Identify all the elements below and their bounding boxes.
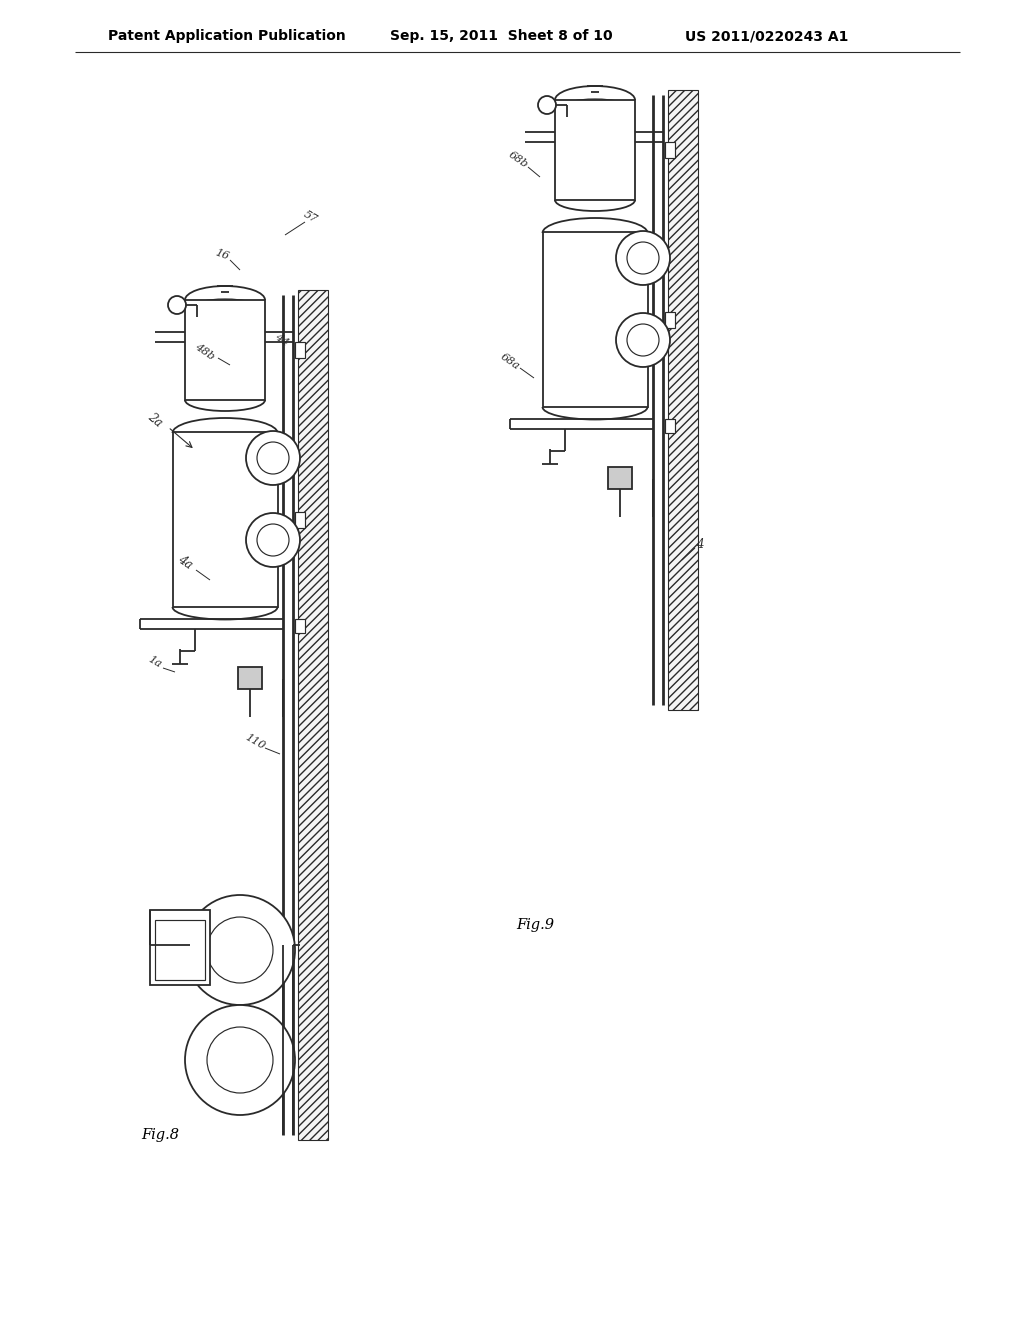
Text: Fig.8: Fig.8 [141, 1129, 179, 1142]
Text: 48b: 48b [194, 342, 217, 362]
Text: Fig.9: Fig.9 [516, 917, 554, 932]
Bar [665, 418, 675, 433]
Bar [295, 619, 305, 634]
Circle shape [627, 242, 659, 275]
Bar [555, 100, 635, 201]
Bar [185, 300, 265, 400]
Circle shape [207, 917, 273, 983]
Text: 68a: 68a [499, 352, 521, 372]
Circle shape [185, 895, 295, 1005]
Text: 4: 4 [696, 539, 703, 552]
Text: US 2011/0220243 A1: US 2011/0220243 A1 [685, 29, 848, 44]
Text: Sep. 15, 2011  Sheet 8 of 10: Sep. 15, 2011 Sheet 8 of 10 [390, 29, 612, 44]
Circle shape [168, 296, 186, 314]
Circle shape [257, 442, 289, 474]
Bar [173, 432, 278, 607]
Text: 110: 110 [244, 733, 267, 751]
Circle shape [627, 323, 659, 356]
Circle shape [616, 231, 670, 285]
Bar [295, 342, 305, 358]
Text: 68b: 68b [507, 149, 529, 170]
Bar [665, 312, 675, 327]
Circle shape [207, 1027, 273, 1093]
Text: 16: 16 [214, 248, 230, 263]
Circle shape [538, 96, 556, 114]
Circle shape [246, 432, 300, 484]
Text: 2a: 2a [145, 411, 165, 429]
Circle shape [257, 524, 289, 556]
Bar [608, 467, 632, 488]
Bar [298, 290, 328, 1140]
Text: 57: 57 [301, 209, 318, 224]
Text: Patent Application Publication: Patent Application Publication [108, 29, 346, 44]
Text: 44: 44 [273, 331, 291, 348]
Text: 1a: 1a [146, 655, 164, 669]
Bar [543, 232, 648, 407]
Bar [295, 512, 305, 528]
Circle shape [616, 313, 670, 367]
Bar [155, 920, 205, 979]
Text: 4a: 4a [175, 553, 195, 572]
Bar [238, 667, 262, 689]
Bar [668, 90, 698, 710]
Circle shape [246, 513, 300, 568]
Bar [150, 909, 210, 985]
Circle shape [185, 1005, 295, 1115]
Bar [665, 143, 675, 158]
